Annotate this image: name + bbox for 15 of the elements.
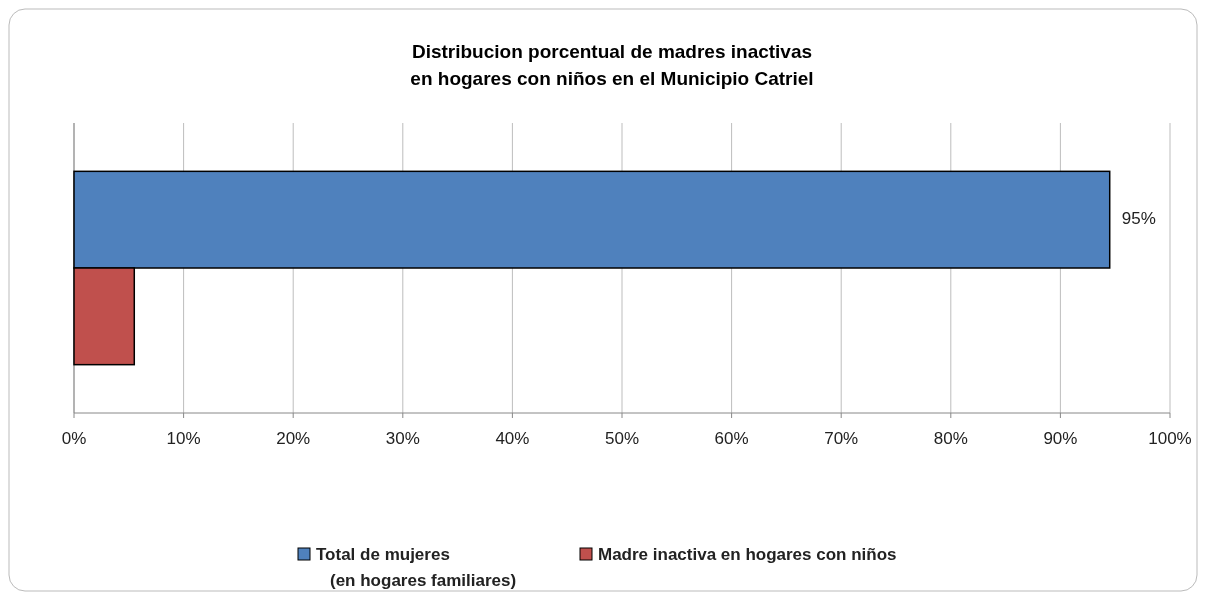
- x-tick-label: 60%: [714, 429, 749, 448]
- x-tick-label: 0%: [61, 429, 87, 448]
- legend-label: Madre inactiva en hogares con niños: [598, 545, 897, 564]
- x-tick-label: 10%: [166, 429, 201, 448]
- x-tick-label: 90%: [1043, 429, 1078, 448]
- x-tick-label: 100%: [1148, 429, 1192, 448]
- x-tick-label: 70%: [824, 429, 859, 448]
- x-tick-label: 80%: [933, 429, 968, 448]
- data-label: 95%: [1121, 209, 1156, 229]
- x-tick-label: 30%: [385, 429, 420, 448]
- x-tick-label: 20%: [276, 429, 311, 448]
- x-tick-label: 50%: [604, 429, 640, 448]
- x-tick-label: 40%: [495, 429, 530, 448]
- chart-title: Distribucion porcentual de madres inactivas en hogares con niños en el Municipio Catriel: [410, 41, 814, 89]
- legend-label: Total de mujeres (en hogares familiares): [316, 545, 517, 590]
